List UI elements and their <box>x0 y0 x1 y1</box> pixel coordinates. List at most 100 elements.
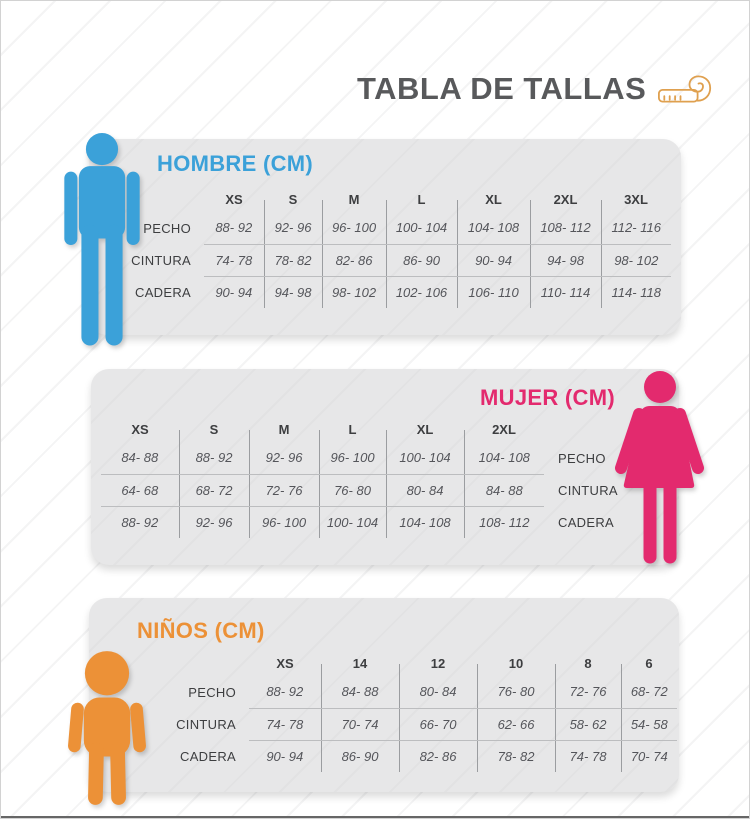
kids-size-table: XS 14 12 10 8 6 PECHO 88- 92 84- 88 80- … <box>104 650 677 772</box>
size-header: 3XL <box>600 186 671 213</box>
size-value: 88- 92 <box>121 514 159 530</box>
row-label: CADERA <box>180 748 236 764</box>
size-value: 88- 92 <box>178 442 249 475</box>
size-header: S <box>263 186 322 213</box>
size-header: XL <box>456 186 530 213</box>
size-value: 80- 84 <box>385 474 464 507</box>
size-value: 70- 74 <box>320 708 399 741</box>
size-value: 86- 90 <box>320 740 399 772</box>
men-size-table: XS S M L XL 2XL 3XL PECHO 88- 92 92- 96 … <box>109 186 671 308</box>
size-header: XS <box>131 421 149 437</box>
size-value: 72- 76 <box>248 474 319 507</box>
size-value: 112- 116 <box>600 212 671 245</box>
row-label: PECHO <box>558 450 606 466</box>
size-header: 10 <box>476 650 555 677</box>
size-value: 94- 98 <box>529 244 601 277</box>
size-value: 58- 62 <box>554 708 621 741</box>
women-size-panel: MUJER (CM) XS S M L XL 2XL 84- 88 <box>91 369 679 565</box>
size-value: 78- 82 <box>476 740 555 772</box>
size-header: 12 <box>398 650 477 677</box>
size-value: 84- 88 <box>101 442 179 475</box>
size-header: 2XL <box>463 416 544 443</box>
size-value: 68- 72 <box>178 474 249 507</box>
row-label: PECHO <box>143 220 191 236</box>
table-row-waist: 64- 68 68- 72 72- 76 76- 80 80- 84 84- 8… <box>101 474 654 507</box>
size-value: 70- 74 <box>620 740 677 772</box>
size-value: 98- 102 <box>600 244 671 277</box>
size-value: 104- 108 <box>385 506 464 538</box>
size-value: 88- 92 <box>249 676 321 709</box>
size-header-row: XS S M L XL 2XL 3XL <box>109 186 671 213</box>
size-value: 92- 96 <box>248 442 319 475</box>
size-value: 64- 68 <box>101 474 179 507</box>
women-section-title: MUJER (CM) <box>480 385 615 410</box>
size-value: 96- 100 <box>318 442 386 475</box>
size-value: 104- 108 <box>463 442 544 475</box>
size-value: 54- 58 <box>620 708 677 741</box>
size-value: 82- 86 <box>321 244 386 277</box>
row-label: CINTURA <box>558 482 618 498</box>
bottom-border-line <box>1 816 749 818</box>
row-label: CINTURA <box>176 716 236 732</box>
size-value: 100- 104 <box>385 442 464 475</box>
measuring-tape-icon <box>656 71 714 107</box>
size-value: 92- 96 <box>178 506 249 538</box>
table-row-chest: PECHO 88- 92 84- 88 80- 84 76- 80 72- 76… <box>104 676 677 709</box>
table-row-chest: 84- 88 88- 92 92- 96 96- 100 100- 104 10… <box>101 442 654 475</box>
size-value: 102- 106 <box>385 276 457 308</box>
kids-size-panel: NIÑOS (CM) XS 14 12 10 8 6 PECHO <box>89 598 679 792</box>
size-value: 80- 84 <box>398 676 477 709</box>
size-value: 76- 80 <box>476 676 555 709</box>
size-header: XL <box>385 416 464 443</box>
men-size-panel: HOMBRE (CM) XS S M L XL 2XL 3XL <box>89 139 681 335</box>
size-value: 78- 82 <box>263 244 322 277</box>
size-header-row: XS S M L XL 2XL <box>101 416 654 443</box>
size-header: 8 <box>554 650 621 677</box>
size-header: 6 <box>620 650 677 677</box>
size-value: 74- 78 <box>204 244 264 277</box>
men-section-title: HOMBRE (CM) <box>157 151 314 176</box>
child-icon <box>61 649 153 807</box>
size-header: 2XL <box>529 186 601 213</box>
size-value: 84- 88 <box>320 676 399 709</box>
size-value: 82- 86 <box>398 740 477 772</box>
size-value: 100- 104 <box>318 506 386 538</box>
size-value: 96- 100 <box>248 506 319 538</box>
size-value: 88- 92 <box>204 212 264 245</box>
main-title: TABLA DE TALLAS <box>357 71 714 107</box>
man-icon <box>58 133 146 349</box>
size-value: 72- 76 <box>554 676 621 709</box>
size-value: 96- 100 <box>321 212 386 245</box>
table-row-hip: CADERA 90- 94 94- 98 98- 102 102- 106 10… <box>109 276 671 308</box>
size-header: XS <box>276 655 294 671</box>
table-row-waist: CINTURA 74- 78 78- 82 82- 86 86- 90 90- … <box>109 244 671 277</box>
row-label: PECHO <box>188 684 236 700</box>
size-value: 90- 94 <box>266 748 304 764</box>
size-value: 108- 112 <box>463 506 544 538</box>
size-value: 74- 78 <box>554 740 621 772</box>
size-value: 98- 102 <box>321 276 386 308</box>
size-value: 108- 112 <box>529 212 601 245</box>
row-label: CADERA <box>558 514 614 530</box>
size-value: 100- 104 <box>385 212 457 245</box>
table-row-hip: CADERA 90- 94 86- 90 82- 86 78- 82 74- 7… <box>104 740 677 772</box>
size-value: 66- 70 <box>398 708 477 741</box>
table-row-hip: 88- 92 92- 96 96- 100 100- 104 104- 108 … <box>101 506 654 538</box>
size-header: M <box>248 416 319 443</box>
size-header: XS <box>225 191 243 207</box>
page-title: TABLA DE TALLAS <box>357 71 647 106</box>
size-value: 90- 94 <box>456 244 530 277</box>
women-size-table: XS S M L XL 2XL 84- 88 88- 92 92- 96 96-… <box>101 416 654 538</box>
row-label: CADERA <box>135 284 191 300</box>
size-header: M <box>321 186 386 213</box>
size-value: 62- 66 <box>476 708 555 741</box>
size-header-row: XS 14 12 10 8 6 <box>104 650 677 677</box>
kids-section-title: NIÑOS (CM) <box>137 618 265 643</box>
table-row-waist: CINTURA 74- 78 70- 74 66- 70 62- 66 58- … <box>104 708 677 741</box>
woman-icon <box>607 370 709 570</box>
size-value: 104- 108 <box>456 212 530 245</box>
size-value: 74- 78 <box>249 708 321 741</box>
row-label: CINTURA <box>131 252 191 268</box>
size-value: 110- 114 <box>529 276 601 308</box>
